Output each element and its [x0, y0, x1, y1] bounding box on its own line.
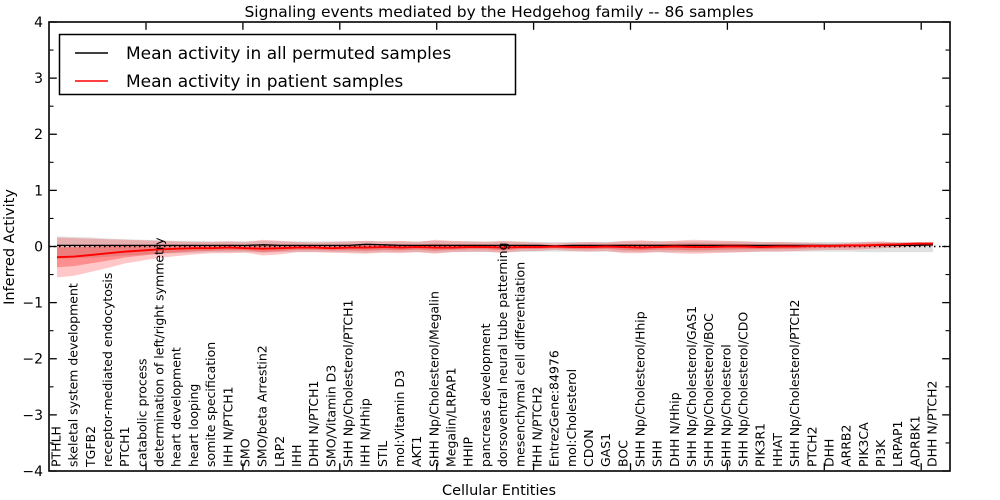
x-category-label: IHH	[289, 445, 304, 468]
x-category-label: SMO/beta Arrestin2	[255, 345, 270, 467]
x-category-label: SHH Np/Cholesterol	[718, 344, 733, 467]
x-category-label: SHH Np/Cholesterol/PTCH1	[341, 300, 356, 468]
legend: Mean activity in all permuted samples Me…	[58, 33, 517, 96]
x-category-label: SHH Np/Cholesterol/BOC	[701, 313, 716, 467]
x-category-label: PIK3CA	[856, 422, 871, 467]
x-category-label: SMO/Vitamin D3	[323, 365, 338, 467]
x-category-label: TGFB2	[83, 426, 98, 468]
x-category-label: SHH Np/Cholesterol/Megalin	[426, 291, 441, 467]
x-category-label: mesenchymal cell differentiation	[512, 262, 527, 467]
x-category-label: DHH N/PTCH1	[306, 381, 321, 467]
x-category-label: ADRBK1	[907, 415, 922, 467]
y-tick-label: 0	[34, 239, 43, 255]
plot-content: 4 3 2 1 0 −1 −2 −3 −4 PTHLH skeletal system develo…	[22, 15, 950, 480]
x-category-label: ARRB2	[839, 425, 854, 467]
line-patient-mean	[56, 242, 933, 259]
y-tick-label: 1	[34, 183, 43, 199]
x-category-label: SHH Np/Cholesterol/GAS1	[684, 306, 699, 467]
x-category-label: mol:Vitamin D3	[392, 370, 407, 467]
x-category-label: PI3K	[873, 439, 888, 467]
x-category-label: somite specification	[203, 342, 218, 467]
y-tick-label: −3	[22, 408, 43, 424]
y-tick-label: −4	[22, 464, 43, 480]
x-category-label: SHH	[650, 440, 665, 467]
legend-label-permuted: Mean activity in all permuted samples	[126, 44, 451, 64]
x-category-label: PTCH1	[117, 426, 132, 467]
x-category-label: receptor-mediated endocytosis	[100, 273, 115, 467]
x-category-label: DHH N/PTCH2	[925, 381, 940, 467]
x-category-label: heart looping	[186, 384, 201, 467]
y-tick-label: −2	[22, 352, 43, 368]
x-category-label: heart development	[169, 347, 184, 467]
x-category-label: CDON	[581, 429, 596, 467]
legend-box	[58, 33, 517, 96]
x-category-label: PIK3R1	[753, 423, 768, 467]
y-tick-label: 2	[34, 127, 43, 143]
x-category-label: IHH N/Hhip	[358, 398, 373, 467]
x-category-label: IHH N/PTCH2	[529, 386, 544, 467]
y-tick-label: −1	[22, 296, 43, 312]
x-category-label: SHH Np/Cholesterol/CDO	[736, 312, 751, 467]
plot-border	[48, 21, 951, 472]
line-permuted-mean	[57, 243, 934, 247]
x-category-label: PTHLH	[49, 426, 64, 467]
x-category-label: GAS1	[598, 433, 613, 467]
x-category-label: BOC	[615, 440, 630, 467]
x-category-label: STIL	[375, 441, 390, 467]
x-axis-label: Cellular Entities	[442, 483, 556, 499]
x-category-label: EntrezGene:84976	[547, 350, 562, 467]
x-category-label: Megalin/LRPAP1	[444, 367, 459, 467]
x-category-label: SHH Np/Cholesterol/PTCH2	[787, 300, 802, 468]
x-category-label: HHAT	[770, 433, 785, 467]
x-category-label: IHH N/PTCH1	[220, 386, 235, 467]
x-category-label: LRPAP1	[890, 421, 905, 467]
x-category-label: dorsoventral neural tube patterning	[495, 243, 510, 468]
x-category-label: SMO	[237, 438, 252, 467]
x-category-label: skeletal system development	[66, 283, 81, 467]
x-category-label: pancreas development	[478, 323, 493, 467]
x-category-label: catabolic process	[134, 358, 149, 467]
x-category-label: PTCH2	[804, 426, 819, 467]
x-category-label: determination of left/right symmetry	[152, 237, 167, 467]
x-category-label: mol:Cholesterol	[564, 369, 579, 467]
y-tick-label: 4	[34, 15, 43, 31]
x-category-label: AKT1	[409, 436, 424, 467]
x-category-label: DHH	[821, 439, 836, 467]
x-category-label: LRP2	[272, 436, 287, 467]
x-category-label: HHIP	[461, 437, 476, 467]
legend-label-patient: Mean activity in patient samples	[126, 72, 403, 92]
y-axis-label: Inferred Activity	[2, 189, 18, 305]
chart-title: Signaling events mediated by the Hedgeho…	[244, 3, 753, 21]
x-category-label: DHH N/Hhip	[667, 392, 682, 467]
x-category-label: SHH Np/Cholesterol/Hhip	[633, 311, 648, 467]
y-tick-label: 3	[34, 71, 43, 87]
